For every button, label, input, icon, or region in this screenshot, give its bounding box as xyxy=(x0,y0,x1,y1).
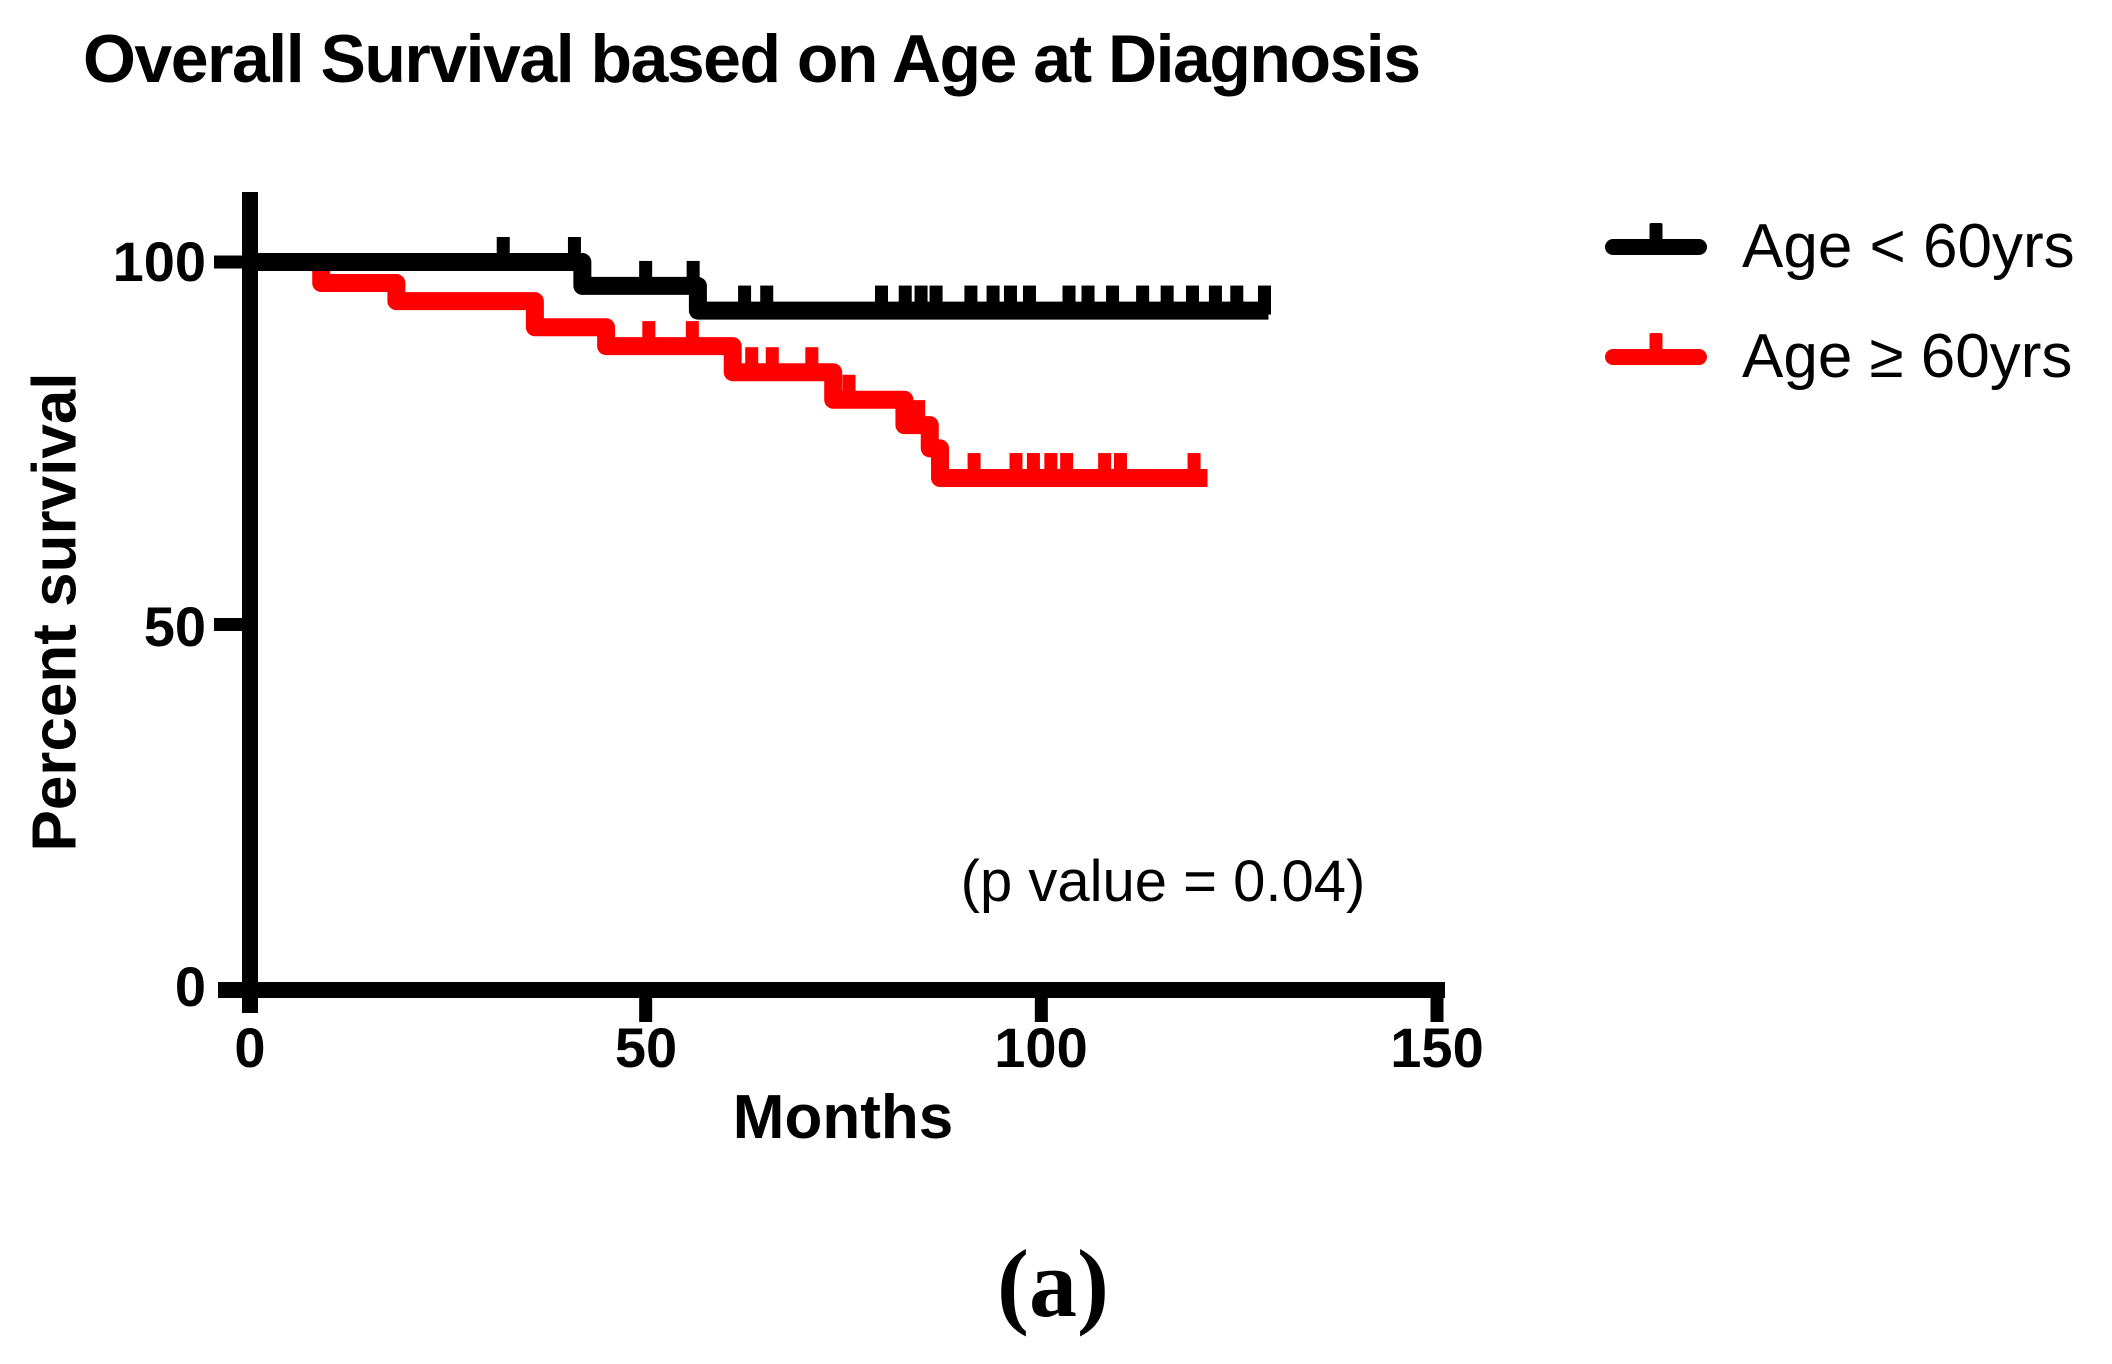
censor-tick xyxy=(1062,285,1076,315)
censor-tick xyxy=(738,285,752,315)
x-axis-tick xyxy=(639,990,653,1022)
legend-label-age-under-60: Age < 60yrs xyxy=(1742,212,2075,281)
censor-tick xyxy=(1160,285,1174,315)
censor-tick xyxy=(686,260,700,290)
censor-tick xyxy=(1060,453,1074,483)
y-axis-tick xyxy=(214,255,250,269)
censor-tick xyxy=(1106,285,1120,315)
panel-letter: (a) xyxy=(997,1230,1109,1337)
censor-tick xyxy=(760,285,774,315)
p-value-annotation: (p value = 0.04) xyxy=(960,849,1366,914)
survival-line-icon xyxy=(1605,239,1707,255)
censor-tick xyxy=(1185,285,1199,315)
y-axis-tick xyxy=(214,618,250,631)
y-axis-spine xyxy=(242,192,258,1013)
censor-tick xyxy=(967,453,981,483)
survival-line-icon xyxy=(1605,349,1707,365)
x-tick-label-100: 100 xyxy=(994,1016,1088,1079)
legend-label-age-over-60: Age ≥ 60yrs xyxy=(1742,322,2073,391)
legend-symbol-age-under-60 xyxy=(1605,223,1707,255)
censor-tick xyxy=(842,374,856,404)
censor-tick xyxy=(639,260,653,290)
censor-tick xyxy=(805,347,819,377)
x-tick-label-0: 0 xyxy=(234,1016,266,1079)
censor-tick xyxy=(765,347,779,377)
censor-tick xyxy=(1230,285,1244,315)
censor-tick xyxy=(912,400,926,430)
y-tick-label-100: 100 xyxy=(112,230,206,293)
y-tick-label-50: 50 xyxy=(143,595,206,658)
x-axis-spine xyxy=(218,982,1445,998)
x-axis-tick xyxy=(1430,990,1444,1022)
x-tick-label-50: 50 xyxy=(614,1016,678,1079)
survival-curve xyxy=(250,253,1208,488)
censor-tick xyxy=(929,285,943,315)
legend-symbol-age-over-60 xyxy=(1605,333,1707,365)
censor-tick xyxy=(567,237,581,266)
censor-tick xyxy=(964,285,978,315)
censor-tick xyxy=(1044,453,1058,483)
censor-tick xyxy=(496,237,510,266)
censor-tick xyxy=(1257,285,1271,315)
censor-tick xyxy=(745,347,759,377)
censor-tick xyxy=(1098,453,1112,483)
censor-tick xyxy=(1081,285,1095,315)
censor-tick xyxy=(1187,453,1201,483)
x-axis-tick xyxy=(1034,990,1048,1022)
y-tick-label-0: 0 xyxy=(174,955,206,1018)
x-tick-label-150: 150 xyxy=(1390,1016,1484,1079)
censor-tick xyxy=(914,285,928,315)
censor-tick xyxy=(986,285,1000,315)
censor-tick xyxy=(1003,285,1017,315)
censor-tick xyxy=(1009,453,1023,483)
censor-tick xyxy=(1208,285,1222,315)
censor-tick xyxy=(1113,453,1127,483)
chart-title: Overall Survival based on Age at Diagnos… xyxy=(83,21,1421,97)
censor-tick xyxy=(642,321,656,351)
censor-tick xyxy=(1136,285,1150,315)
censor-tick xyxy=(898,285,912,315)
censor-tick xyxy=(1026,453,1040,483)
censor-tick xyxy=(1022,285,1036,315)
censor-tick xyxy=(685,321,699,351)
censor-tick xyxy=(874,285,888,315)
x-axis-label: Months xyxy=(732,1083,954,1152)
